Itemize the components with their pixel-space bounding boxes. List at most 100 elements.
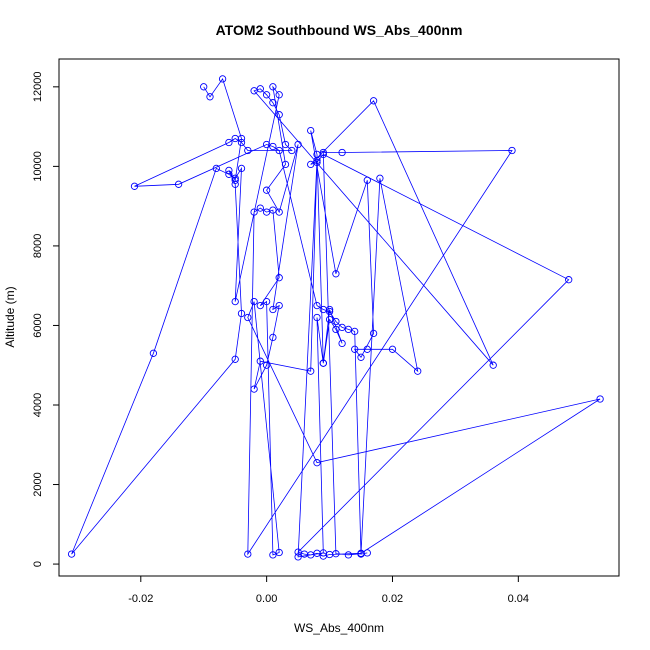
data-point: [596, 395, 604, 403]
data-point: [338, 148, 346, 157]
data-point: [294, 140, 302, 149]
data-point: [300, 550, 309, 558]
data-point: [369, 97, 378, 105]
data-point: [149, 349, 158, 357]
data-point: [332, 317, 340, 326]
data-point: [414, 367, 422, 375]
data-point: [269, 551, 277, 559]
data-point: [262, 91, 271, 99]
y-axis: 0 2000 4000 6000 8000 10000 12000: [32, 72, 59, 567]
data-point: [67, 550, 76, 558]
data-point: [244, 146, 252, 155]
data-point: [269, 333, 277, 342]
data-point: [225, 170, 233, 178]
data-point: [313, 459, 321, 467]
data-point: [388, 345, 397, 353]
data-point: [288, 146, 296, 155]
data-point: [344, 325, 353, 334]
data-point: [363, 176, 371, 184]
data-point: [338, 323, 346, 332]
data-point: [319, 305, 327, 314]
y-tick-label: 4000: [32, 393, 44, 417]
data-point: [269, 142, 277, 151]
data-point: [269, 206, 277, 214]
data-point: [338, 339, 346, 348]
data-point: [376, 174, 384, 182]
x-tick-label: 0.04: [508, 593, 529, 605]
data-point: [262, 140, 271, 149]
data-point: [275, 274, 283, 282]
data-point: [307, 367, 315, 375]
data-point: [363, 345, 371, 353]
x-axis-label: WS_Abs_400nm: [294, 621, 384, 635]
y-tick-label: 10000: [32, 151, 44, 182]
data-point: [256, 357, 264, 365]
data-point: [319, 148, 327, 157]
data-point: [294, 553, 302, 561]
data-point: [275, 208, 283, 216]
data-point: [313, 158, 321, 167]
data-point: [325, 315, 334, 324]
data-point: [281, 160, 290, 169]
plot-frame: [58, 58, 620, 577]
data-point: [275, 146, 283, 155]
y-tick-label: 6000: [32, 313, 44, 337]
data-point: [231, 355, 239, 363]
data-point: [489, 361, 497, 369]
data-point: [256, 85, 264, 93]
data-point: [244, 550, 252, 558]
data-point: [281, 140, 290, 149]
x-tick-label: -0.02: [128, 593, 153, 605]
data-point: [269, 99, 277, 107]
data-point: [237, 138, 246, 147]
data-point: [351, 327, 359, 336]
y-tick-label: 2000: [32, 472, 44, 496]
data-point: [250, 208, 258, 216]
data-point: [231, 134, 239, 143]
data-point: [325, 307, 334, 316]
x-tick-label: 0.00: [256, 593, 277, 605]
data-point: [231, 297, 239, 306]
y-tick-label: 12000: [32, 72, 44, 103]
data-point: [130, 182, 139, 190]
data-point: [262, 186, 271, 194]
data-point: [275, 548, 283, 557]
data-point: [256, 204, 264, 212]
data-point: [294, 548, 302, 556]
data-point: [212, 164, 220, 173]
data-point: [262, 297, 271, 306]
data-point: [313, 313, 321, 322]
data-point: [565, 276, 573, 284]
data-point: [174, 180, 183, 188]
chart-title: ATOM2 Southbound WS_Abs_400nm: [216, 22, 463, 38]
y-tick-label: 8000: [32, 234, 44, 258]
data-point: [351, 345, 359, 353]
data-point: [269, 305, 277, 314]
data-point: [250, 297, 258, 306]
x-axis: -0.02 0.00 0.02 0.04: [128, 576, 529, 605]
data-point: [508, 146, 516, 155]
data-point: [218, 75, 227, 83]
data-point: [200, 83, 208, 91]
data-point: [262, 208, 271, 216]
data-point: [363, 549, 371, 557]
data-point: [313, 301, 321, 310]
data-point: [244, 313, 252, 322]
data-point: [269, 83, 277, 91]
data-point: [231, 174, 239, 182]
x-tick-label: 0.02: [382, 593, 403, 605]
data-point: [231, 176, 239, 184]
data-point: [237, 164, 246, 173]
series-layer: [67, 75, 604, 561]
data-point: [357, 353, 365, 361]
series-line: [71, 78, 601, 558]
y-axis-label: Altitude (m): [3, 286, 17, 347]
data-point: [307, 160, 315, 169]
data-point: [225, 138, 233, 147]
data-point: [319, 150, 327, 159]
data-point: [275, 301, 283, 310]
data-point: [319, 552, 327, 560]
data-point: [275, 111, 283, 119]
data-point: [225, 166, 233, 175]
